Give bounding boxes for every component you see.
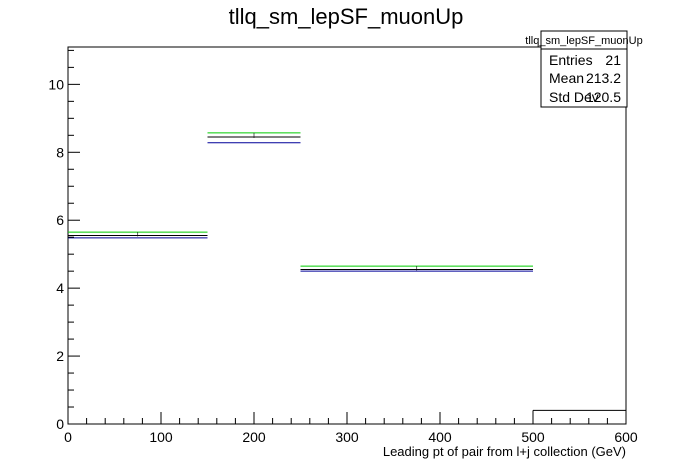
x-tick-label: 400 xyxy=(428,429,452,445)
stats-entries-label: Entries xyxy=(549,52,593,68)
stats-box-title: tllq_sm_lepSF_muonUp xyxy=(525,35,642,47)
x-tick-label: 300 xyxy=(335,429,359,445)
x-tick-label: 0 xyxy=(64,429,72,445)
x-tick-label: 500 xyxy=(521,429,545,445)
y-tick-label: 10 xyxy=(48,76,64,92)
stats-box-frame xyxy=(540,30,628,108)
x-tick-label: 100 xyxy=(149,429,173,445)
chart-title: tllq_sm_lepSF_muonUp xyxy=(229,4,464,29)
y-axis: 0 2 4 6 8 10 xyxy=(48,49,80,432)
x-tick-label: 600 xyxy=(614,429,638,445)
stats-mean-value: 213.2 xyxy=(586,70,621,86)
x-axis-title: Leading pt of pair from l+j collection (… xyxy=(383,444,626,459)
stats-stddev-value: 120.5 xyxy=(586,89,621,105)
stats-entries-value: 21 xyxy=(605,52,621,68)
y-tick-label: 6 xyxy=(56,212,64,228)
stats-mean-label: Mean xyxy=(549,70,584,86)
y-tick-label: 4 xyxy=(56,280,64,296)
y-tick-label: 0 xyxy=(56,416,64,432)
x-tick-label: 200 xyxy=(242,429,266,445)
y-tick-label: 2 xyxy=(56,348,64,364)
x-axis: 0 100 200 300 400 500 600 xyxy=(64,412,638,445)
histogram-bars xyxy=(68,132,626,424)
y-tick-label: 8 xyxy=(56,144,64,160)
stats-box: tllq_sm_lepSF_muonUp Entries 21 Mean 213… xyxy=(525,30,643,108)
stats-stddev-label: Std Dev xyxy=(549,89,599,105)
